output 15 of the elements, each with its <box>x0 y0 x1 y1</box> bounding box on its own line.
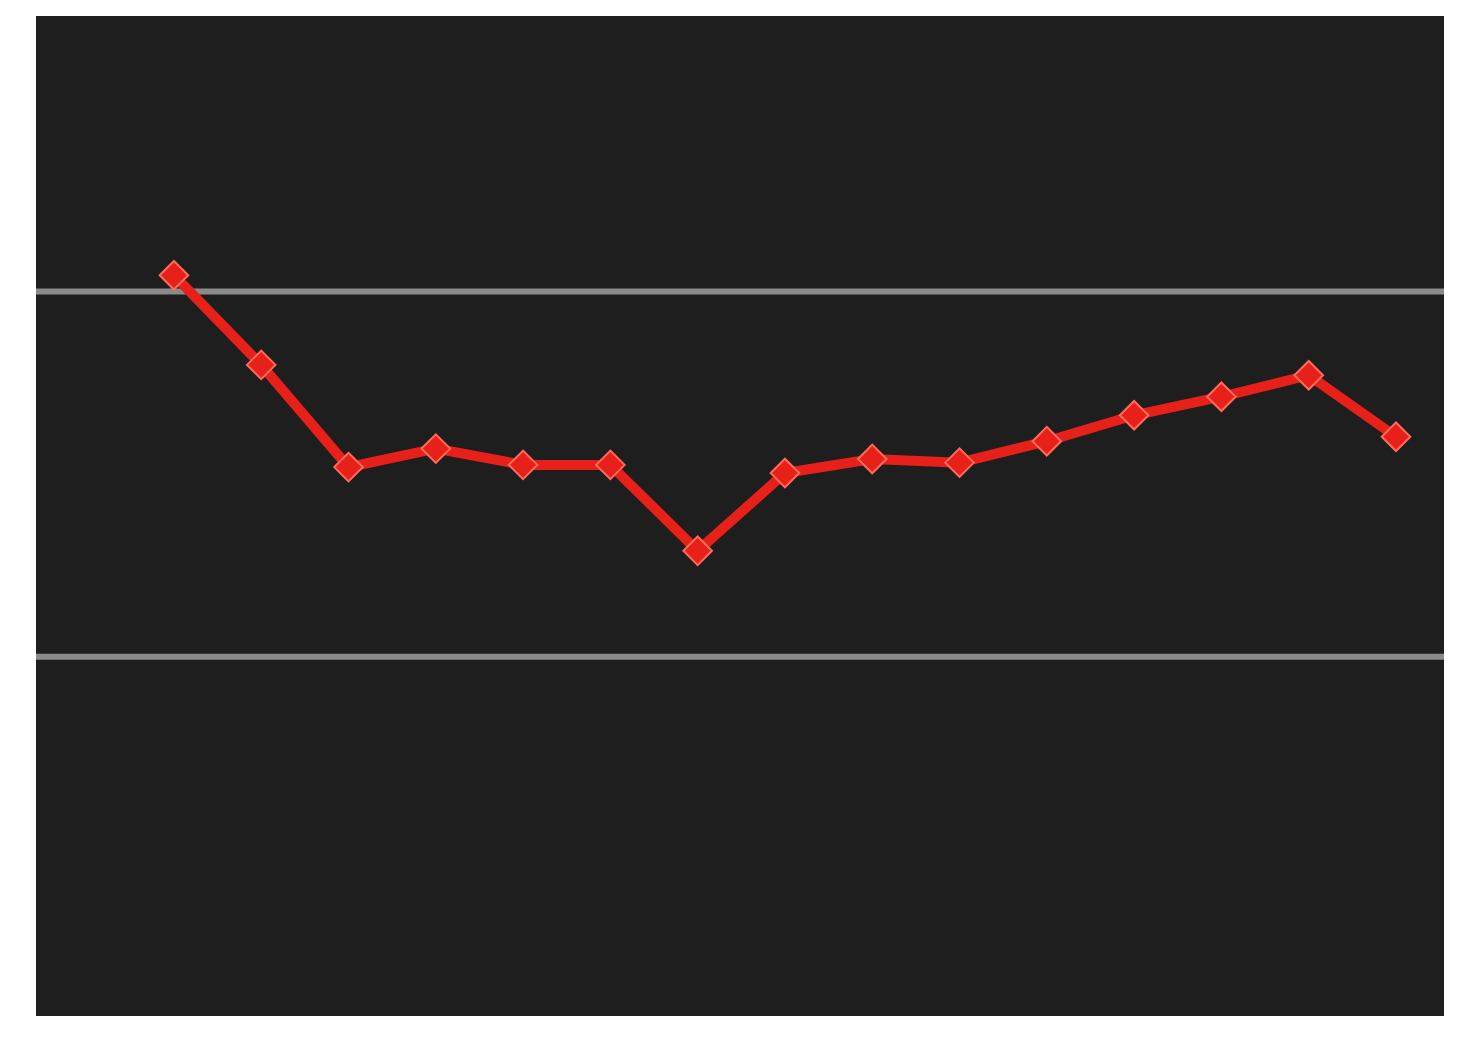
point <box>944 447 975 478</box>
point <box>682 535 713 567</box>
point <box>595 449 626 481</box>
point <box>507 449 539 481</box>
point <box>420 433 452 464</box>
point <box>1380 421 1412 453</box>
point <box>333 451 364 483</box>
point <box>1206 381 1237 413</box>
point <box>1118 399 1150 431</box>
point <box>769 457 801 489</box>
point <box>245 349 277 381</box>
point <box>158 259 190 291</box>
point <box>1293 359 1324 391</box>
point <box>856 443 888 475</box>
point <box>1031 425 1063 457</box>
